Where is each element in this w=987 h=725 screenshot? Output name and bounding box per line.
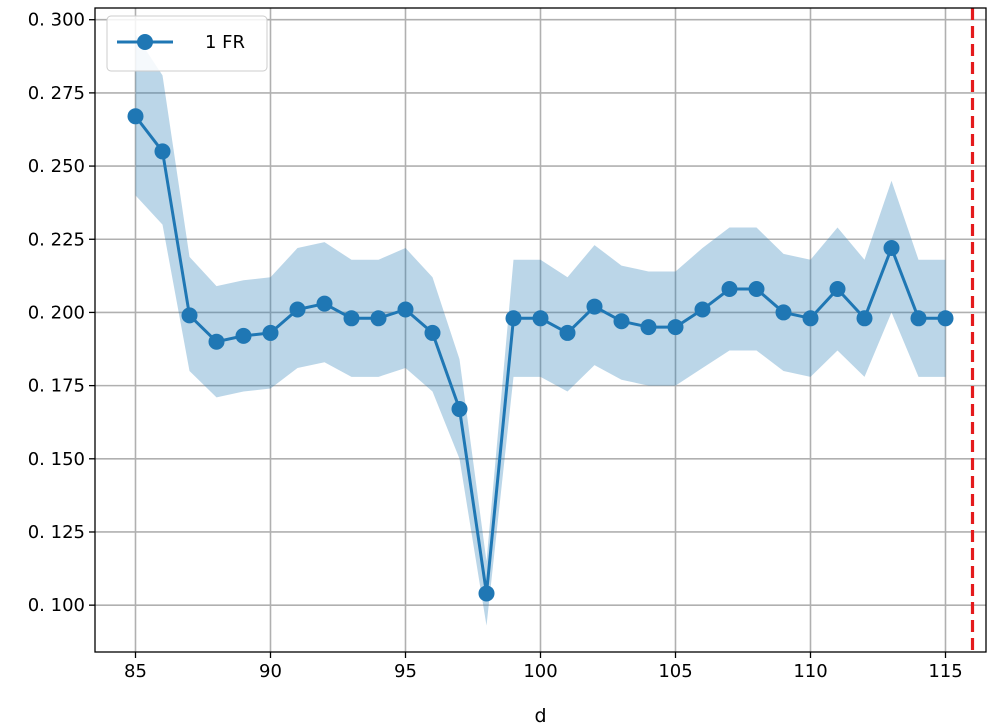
data-point (424, 324, 441, 341)
data-point (856, 310, 873, 327)
data-point (910, 310, 927, 327)
x-tick-label: 100 (523, 661, 557, 682)
y-tick-label: 0. 275 (28, 83, 85, 104)
data-point (370, 310, 387, 327)
data-point (748, 281, 765, 298)
x-tick-label: 110 (793, 661, 827, 682)
y-tick-label: 0. 250 (28, 156, 85, 177)
data-point (640, 319, 657, 336)
y-tick-label: 0. 150 (28, 449, 85, 470)
data-point (829, 281, 846, 298)
data-point (883, 240, 900, 257)
data-point (127, 108, 144, 125)
y-tick-label: 0. 175 (28, 376, 85, 397)
data-point (316, 295, 333, 312)
data-point (451, 401, 468, 418)
y-tick-label: 0. 200 (28, 302, 85, 323)
data-point (532, 310, 549, 327)
data-point (721, 281, 738, 298)
legend-box (106, 15, 268, 72)
x-tick-label: 105 (658, 661, 692, 682)
confidence-band (135, 34, 946, 626)
data-point (586, 298, 603, 315)
data-point (208, 333, 225, 350)
legend-marker-swatch (137, 34, 153, 50)
confidence-band-group (135, 34, 946, 626)
data-point (613, 313, 630, 330)
x-axis-ticks: 85 90 95 100 105 110 115 (124, 652, 963, 682)
x-tick-label: 85 (124, 661, 147, 682)
data-point (694, 301, 711, 318)
data-point (262, 324, 279, 341)
data-point (154, 143, 171, 160)
legend-entry-label: 1 FR (205, 32, 245, 53)
data-point (559, 324, 576, 341)
data-point (478, 585, 495, 602)
data-point (505, 310, 522, 327)
y-axis-ticks: 0. 100 0. 125 0. 150 0. 175 0. 200 0. 225 0. 2… (28, 10, 95, 616)
y-tick-label: 0. 100 (28, 595, 85, 616)
legend: 1 FR (106, 15, 268, 72)
data-point (667, 319, 684, 336)
x-tick-label: 90 (259, 661, 282, 682)
data-point (802, 310, 819, 327)
series-group (127, 108, 954, 602)
data-point (397, 301, 414, 318)
x-tick-label: 115 (928, 661, 962, 682)
data-point (775, 304, 792, 321)
data-point (235, 327, 252, 344)
y-tick-label: 0. 125 (28, 522, 85, 543)
data-point (181, 307, 198, 324)
y-tick-label: 0. 225 (28, 229, 85, 250)
x-axis-label: d (534, 705, 546, 725)
data-point (937, 310, 954, 327)
x-tick-label: 95 (394, 661, 417, 682)
data-point (289, 301, 306, 318)
y-tick-label: 0. 300 (28, 10, 85, 31)
data-point (343, 310, 360, 327)
